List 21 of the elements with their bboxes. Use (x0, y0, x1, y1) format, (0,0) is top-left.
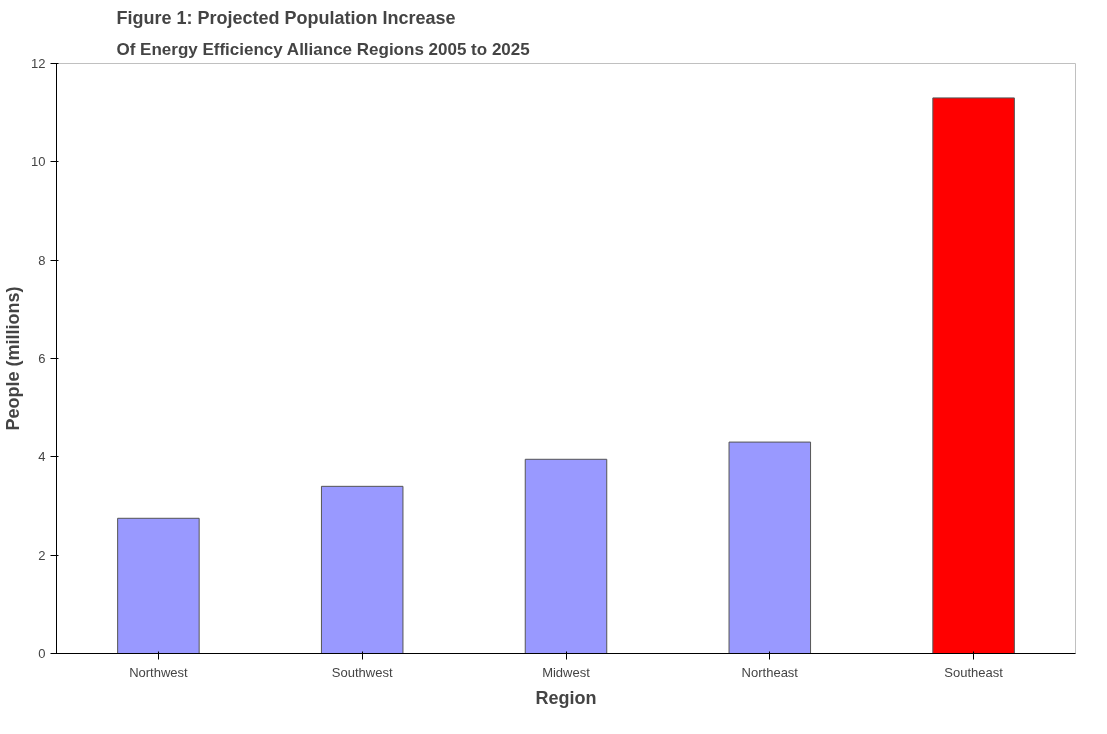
x-axis-title: Region (535, 687, 597, 708)
y-tick-label: 12 (31, 56, 46, 71)
x-tick-label: Midwest (542, 664, 591, 680)
chart-title: Figure 1: Projected Population Increase (116, 7, 456, 28)
y-tick-label: 6 (38, 351, 46, 366)
bar (320, 485, 404, 654)
x-tick-label: Northwest (129, 664, 189, 680)
y-axis-title: People (millions) (3, 286, 24, 431)
y-tick-label: 4 (38, 449, 46, 465)
bar (117, 517, 200, 654)
y-tick-label: 10 (31, 154, 46, 170)
x-tick-label: Southeast (944, 664, 1004, 680)
y-tick-label: 8 (38, 252, 46, 268)
y-tick-label: 0 (38, 646, 46, 661)
x-tick-label: Northeast (741, 664, 799, 680)
x-tick-label: Southwest (331, 664, 393, 680)
bar (932, 97, 1015, 654)
bar (524, 458, 608, 654)
bar (728, 441, 812, 654)
y-tick-label: 2 (38, 547, 46, 563)
chart-subtitle: Of Energy Efficiency Alliance Regions 2005 to 2025 (116, 39, 530, 59)
